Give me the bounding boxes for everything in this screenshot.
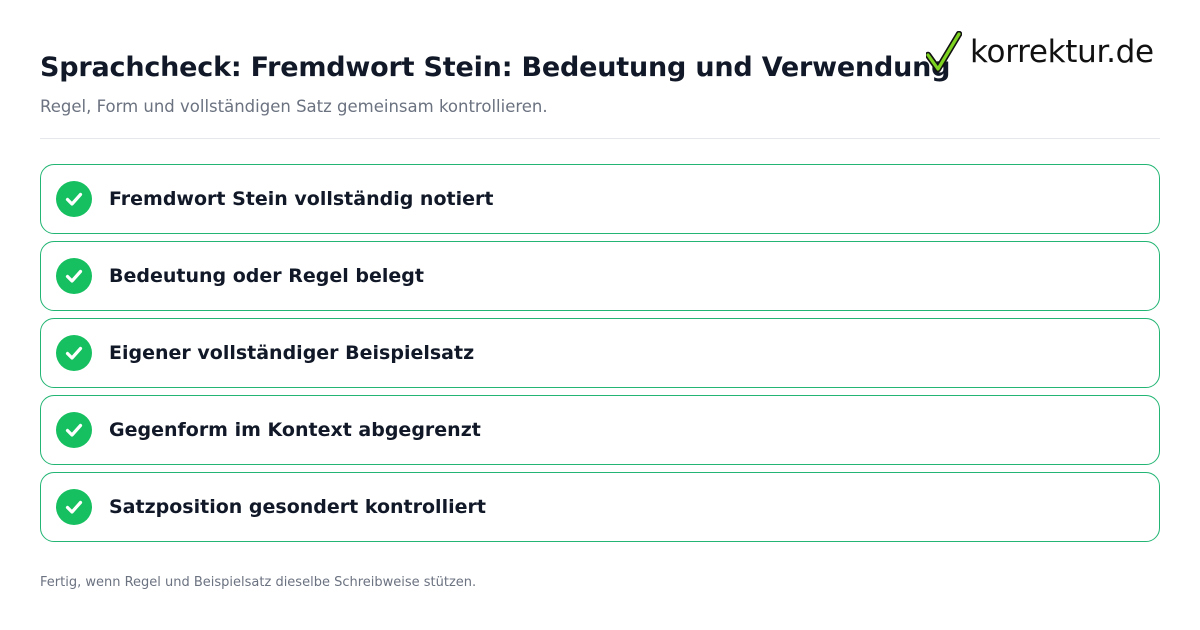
checklist-item-label: Gegenform im Kontext abgegrenzt [109,419,481,441]
checklist-item-label: Satzposition gesondert kontrolliert [109,496,486,518]
check-circle-icon [56,412,92,448]
page-title: Sprachcheck: Fremdwort Stein: Bedeutung … [40,52,951,83]
checklist-item: Fremdwort Stein vollständig notiert [40,164,1160,234]
checklist-item: Gegenform im Kontext abgegrenzt [40,395,1160,465]
checklist-item: Satzposition gesondert kontrolliert [40,472,1160,542]
check-circle-icon [56,258,92,294]
checklist-item: Bedeutung oder Regel belegt [40,241,1160,311]
checkmark-icon [926,31,962,73]
brand-name: korrektur.de [970,33,1154,70]
check-circle-icon [56,181,92,217]
check-circle-icon [56,335,92,371]
footer-note: Fertig, wenn Regel und Beispielsatz dies… [40,575,477,590]
checklist-item-label: Fremdwort Stein vollständig notiert [109,188,494,210]
page-subtitle: Regel, Form und vollständigen Satz gemei… [40,97,548,116]
checklist-item-label: Bedeutung oder Regel belegt [109,265,424,287]
checklist: Fremdwort Stein vollständig notiert Bede… [40,164,1160,549]
checklist-item-label: Eigener vollständiger Beispielsatz [109,342,475,364]
check-circle-icon [56,489,92,525]
checklist-item: Eigener vollständiger Beispielsatz [40,318,1160,388]
header-divider [40,138,1160,139]
brand-logo: korrektur.de [926,30,1154,74]
